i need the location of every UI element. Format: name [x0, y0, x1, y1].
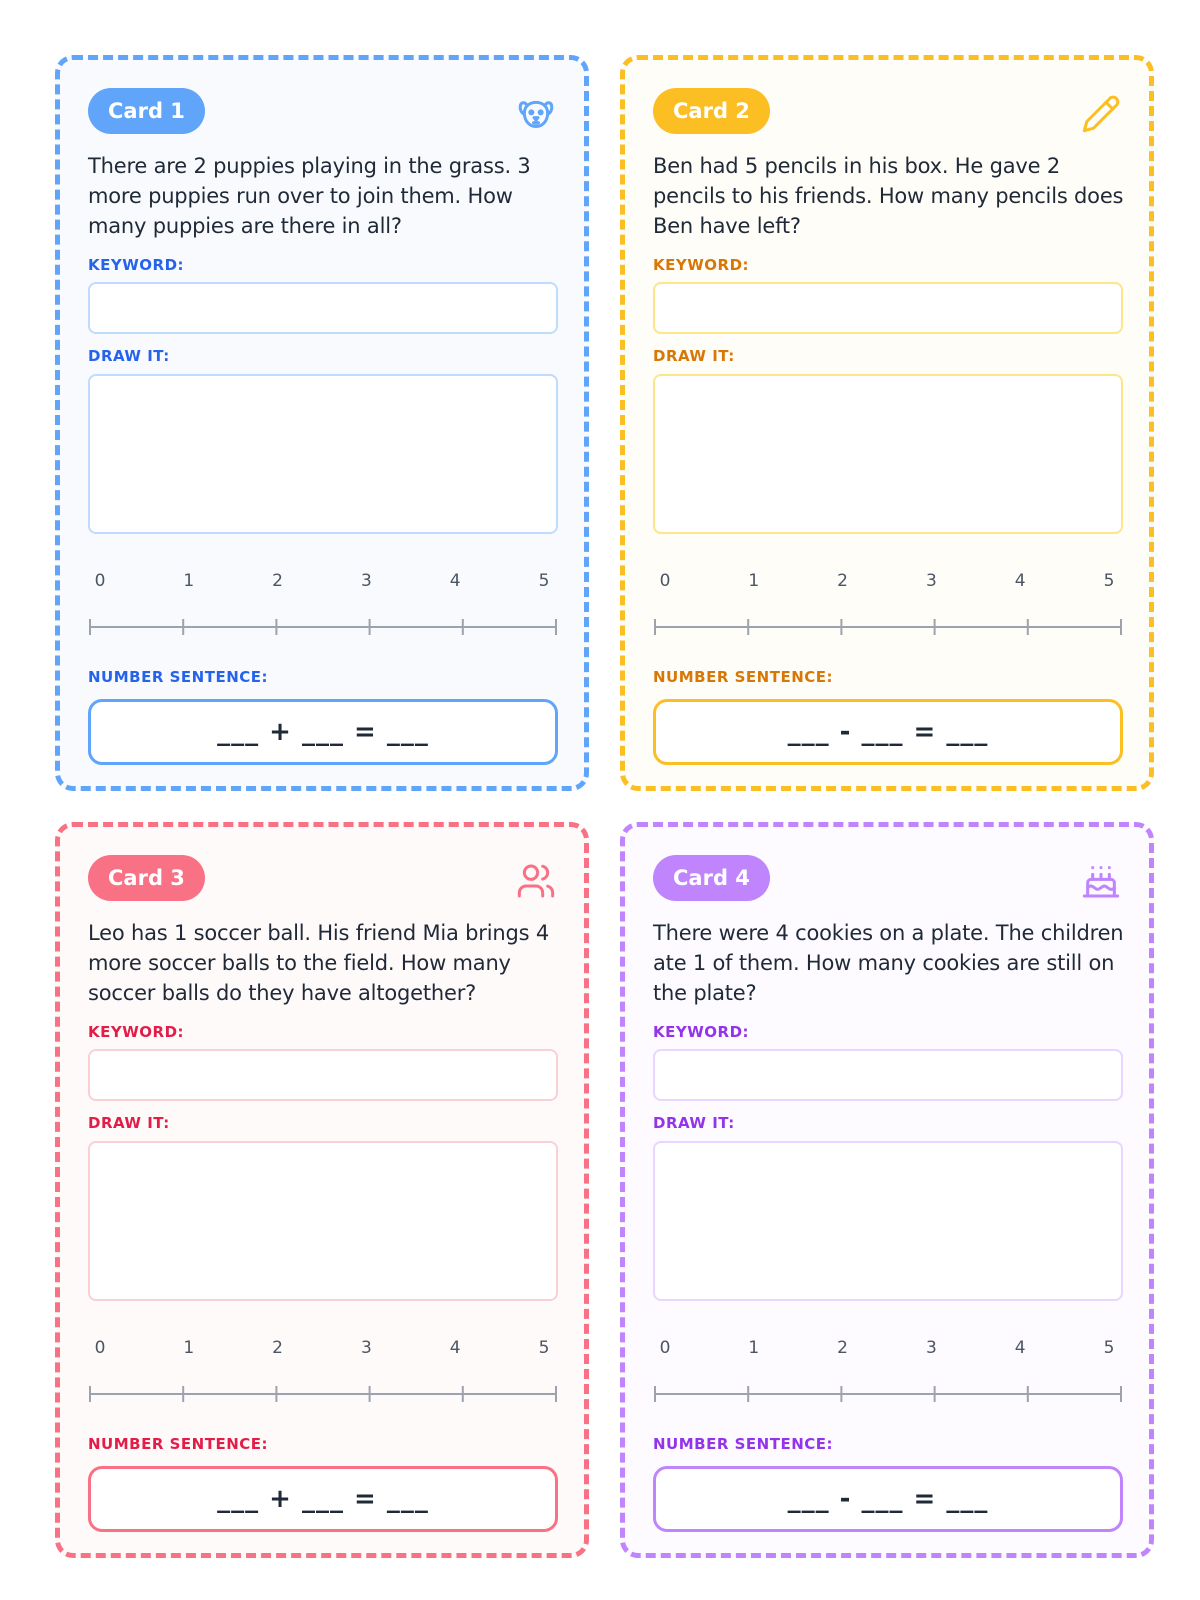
number-line-tick-label: 4 [450, 571, 461, 591]
draw-label: DRAW IT: [653, 1114, 735, 1132]
number-line: 0 1 2 3 4 5 [653, 570, 1123, 640]
draw-label: DRAW IT: [88, 347, 170, 365]
keyword-label: KEYWORD: [653, 1023, 750, 1041]
drawing-area[interactable] [653, 374, 1123, 534]
number-line: 0 1 2 3 4 5 [88, 570, 558, 640]
problem-card: Card 4 There were 4 cookies on a plate. … [620, 822, 1154, 1558]
number-line-tick-label: 5 [539, 1338, 550, 1358]
keyword-label: KEYWORD: [88, 256, 185, 274]
number-line-tick-label: 2 [837, 571, 848, 591]
draw-label: DRAW IT: [653, 347, 735, 365]
number-sentence-box[interactable]: ___ - ___ = ___ [653, 699, 1123, 765]
keyword-label: KEYWORD: [88, 1023, 185, 1041]
number-line-tick-label: 0 [95, 571, 106, 591]
number-line-tick-label: 1 [748, 571, 759, 591]
number-line-tick-label: 3 [361, 1338, 372, 1358]
card-badge: Card 4 [653, 855, 770, 901]
pencil-icon [1081, 94, 1121, 134]
number-line-tick-label: 2 [272, 571, 283, 591]
word-problem: There are 2 puppies playing in the grass… [88, 154, 531, 238]
drawing-area[interactable] [653, 1141, 1123, 1301]
number-line: 0 1 2 3 4 5 [88, 1337, 558, 1407]
number-line-tick-label: 5 [1104, 1338, 1115, 1358]
keyword-field[interactable] [88, 282, 558, 334]
card-badge: Card 3 [88, 855, 205, 901]
number-sentence-label: NUMBER SENTENCE: [88, 1435, 269, 1453]
number-sentence-box[interactable]: ___ - ___ = ___ [653, 1466, 1123, 1532]
number-sentence-label: NUMBER SENTENCE: [653, 1435, 834, 1453]
number-line: 0 1 2 3 4 5 [653, 1337, 1123, 1407]
problem-card: Card 1 There are 2 puppies playing in th… [55, 55, 589, 791]
keyword-label: KEYWORD: [653, 256, 750, 274]
cake-icon [1081, 861, 1121, 901]
card-badge: Card 2 [653, 88, 770, 134]
word-problem: Leo has 1 soccer ball. His friend Mia br… [88, 921, 549, 1005]
number-line-tick-label: 1 [748, 1338, 759, 1358]
number-line-tick-label: 3 [926, 1338, 937, 1358]
number-line-tick-label: 4 [450, 1338, 461, 1358]
number-sentence-label: NUMBER SENTENCE: [88, 668, 269, 686]
number-line-tick-label: 3 [361, 571, 372, 591]
number-line-tick-label: 2 [272, 1338, 283, 1358]
problem-card: Card 3 Leo has 1 soccer ball. His friend… [55, 822, 589, 1558]
drawing-area[interactable] [88, 374, 558, 534]
number-line-tick-label: 1 [183, 571, 194, 591]
dog-icon [516, 94, 556, 134]
number-sentence-box[interactable]: ___ + ___ = ___ [88, 1466, 558, 1532]
number-line-tick-label: 2 [837, 1338, 848, 1358]
number-line-tick-label: 4 [1015, 1338, 1026, 1358]
number-line-tick-label: 3 [926, 571, 937, 591]
number-line-tick-label: 0 [95, 1338, 106, 1358]
number-line-tick-label: 5 [1104, 571, 1115, 591]
keyword-field[interactable] [88, 1049, 558, 1101]
draw-label: DRAW IT: [88, 1114, 170, 1132]
number-line-tick-label: 0 [660, 571, 671, 591]
number-line-tick-label: 5 [539, 571, 550, 591]
users-icon [516, 861, 556, 901]
number-line-tick-label: 0 [660, 1338, 671, 1358]
keyword-field[interactable] [653, 1049, 1123, 1101]
number-line-tick-label: 1 [183, 1338, 194, 1358]
word-problem: There were 4 cookies on a plate. The chi… [653, 921, 1124, 1005]
card-badge: Card 1 [88, 88, 205, 134]
number-sentence-box[interactable]: ___ + ___ = ___ [88, 699, 558, 765]
word-problem: Ben had 5 pencils in his box. He gave 2 … [653, 154, 1124, 238]
drawing-area[interactable] [88, 1141, 558, 1301]
number-line-tick-label: 4 [1015, 571, 1026, 591]
problem-card: Card 2 Ben had 5 pencils in his box. He … [620, 55, 1154, 791]
number-sentence-label: NUMBER SENTENCE: [653, 668, 834, 686]
keyword-field[interactable] [653, 282, 1123, 334]
